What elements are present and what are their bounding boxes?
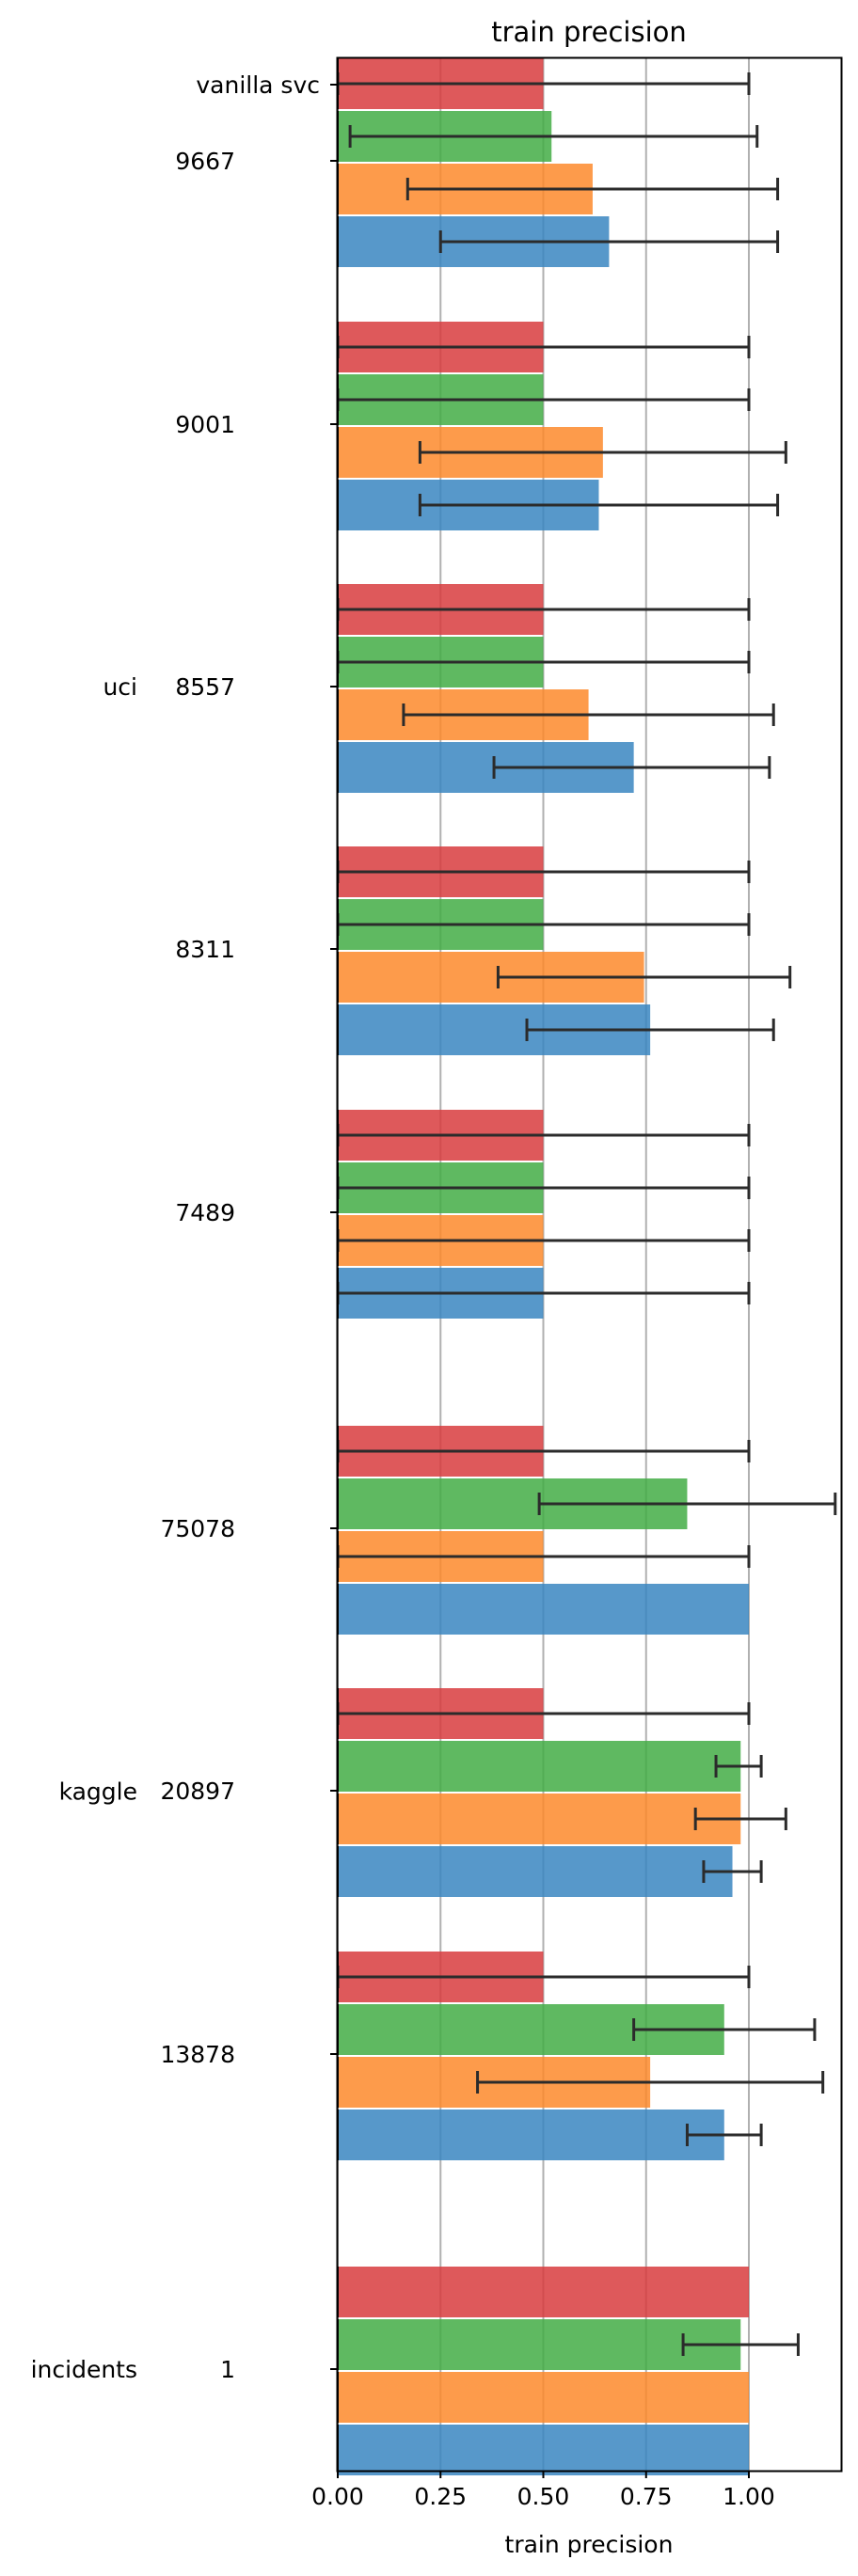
chart-title: train precision — [491, 16, 687, 48]
x-tick-label: 0.50 — [517, 2483, 570, 2510]
method-label: vanilla svc — [196, 71, 320, 99]
group-label: incidents — [31, 2356, 137, 2383]
dataset-label: 8557 — [175, 673, 235, 701]
dataset-label: 9667 — [175, 148, 235, 175]
label-layer: 0.00 0.25 0.50 0.75 1.00 9667 vanilla svc 9001 8… — [31, 71, 775, 2510]
bar — [338, 2319, 741, 2370]
bar — [338, 1741, 741, 1792]
bar — [338, 2372, 749, 2423]
error-layer — [336, 72, 837, 2356]
x-axis-title: train precision — [505, 2531, 674, 2558]
bar — [338, 2110, 724, 2160]
bar — [338, 2267, 749, 2317]
group-label: kaggle — [59, 1778, 137, 1806]
x-tick-label: 0.75 — [620, 2483, 673, 2510]
dataset-label: 8311 — [175, 936, 235, 963]
x-tick-label: 0.25 — [414, 2483, 467, 2510]
bar — [338, 1846, 733, 1897]
x-tick-label: 1.00 — [723, 2483, 775, 2510]
dataset-label: 75078 — [160, 1515, 235, 1542]
dataset-label: 13878 — [160, 2041, 235, 2068]
dataset-label: 1 — [220, 2356, 235, 2383]
dataset-label: 7489 — [175, 1199, 235, 1226]
axis-layer — [330, 56, 843, 2478]
bar — [338, 1584, 749, 1635]
group-label: uci — [103, 673, 137, 701]
x-tick-label: 0.00 — [311, 2483, 364, 2510]
dataset-label: 20897 — [160, 1778, 235, 1805]
bar — [338, 2425, 749, 2475]
dataset-label: 9001 — [175, 411, 235, 438]
bar — [338, 1794, 741, 1844]
